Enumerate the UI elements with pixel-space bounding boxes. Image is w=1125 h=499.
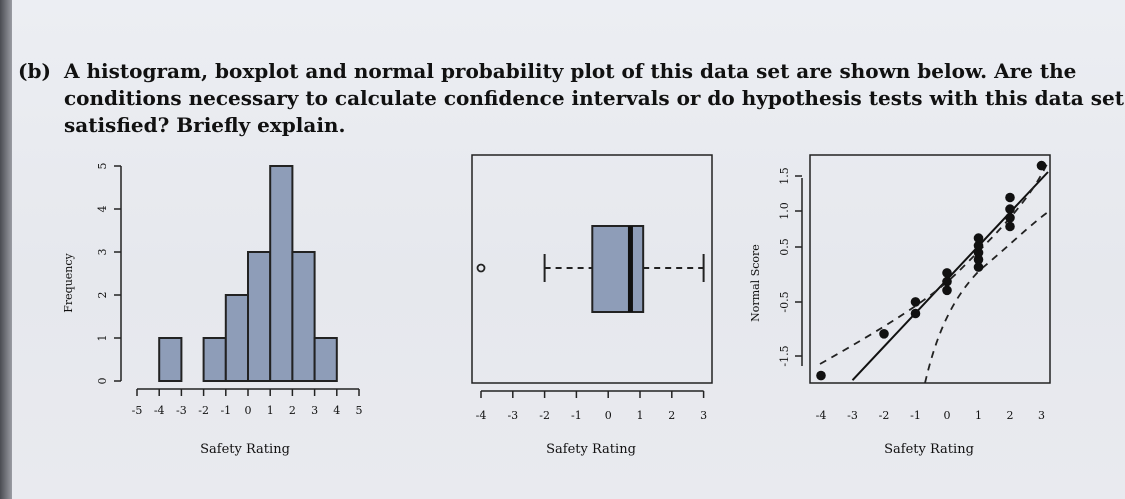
npp-point bbox=[973, 254, 984, 265]
boxplot-x-tick-label: -2 bbox=[539, 409, 550, 422]
question-line-1: (b) A histogram, boxplot and normal proba… bbox=[18, 59, 1077, 83]
histogram-bar bbox=[313, 337, 338, 382]
boxplot-outlier bbox=[476, 263, 486, 273]
histogram-bar bbox=[291, 251, 316, 382]
npp-point bbox=[942, 276, 952, 287]
boxplot-x-label: Safety Rating bbox=[546, 442, 636, 457]
npp-point bbox=[910, 297, 921, 307]
histogram-x-tick-label: 3 bbox=[311, 404, 318, 417]
npp-x-tick-label: -2 bbox=[879, 409, 890, 422]
boxplot-x-tick-label: 1 bbox=[637, 409, 644, 422]
question-line-3: satisfied? Briefly explain. bbox=[64, 113, 346, 137]
histogram-x-tick-label: -2 bbox=[198, 404, 209, 417]
histogram-bar bbox=[224, 294, 250, 382]
npp-point bbox=[973, 233, 984, 243]
boxplot-x-tick-label: -4 bbox=[476, 409, 487, 422]
npp-point bbox=[1005, 221, 1015, 232]
histogram-x-tick-label: 1 bbox=[267, 404, 274, 417]
npp-x-tick-label: 1 bbox=[975, 409, 982, 422]
npp-point bbox=[973, 247, 984, 258]
boxplot-x-tick-label: 0 bbox=[605, 409, 612, 422]
histogram: -5 -4 -3 -2 -1 0 1 2 3 4 5 0 1 2 3 4 5 Safety Rating Frequ… bbox=[62, 163, 363, 458]
npp-point bbox=[1005, 204, 1015, 214]
boxplot-x-tick-label: -3 bbox=[507, 409, 518, 422]
boxplot-x-tick-label: 3 bbox=[700, 409, 707, 422]
npp-y-label: Normal Score bbox=[749, 244, 762, 322]
npp-x-tick-label: 0 bbox=[944, 409, 951, 422]
npp-point bbox=[879, 329, 889, 339]
histogram-bar bbox=[247, 251, 272, 382]
photo-edge bbox=[0, 0, 12, 499]
histogram-x-tick-label: 0 bbox=[245, 404, 252, 417]
npp-y-tick-label: -0.5 bbox=[778, 291, 791, 312]
npp-x-label: Safety Rating bbox=[884, 442, 974, 457]
npp-point bbox=[942, 285, 952, 296]
histogram-y-tick-label: 0 bbox=[96, 378, 109, 385]
npp-point bbox=[1005, 213, 1015, 223]
npp-point bbox=[816, 370, 826, 381]
boxplot-box bbox=[591, 225, 645, 313]
npp-y-tick-label: 1.0 bbox=[778, 202, 791, 220]
normal-probability-plot: -4 -3 -2 -1 0 1 2 3 -1.5 -0.5 0.5 1.0 1.5 Safety Rati… bbox=[749, 154, 1051, 457]
npp-x-tick-label: 3 bbox=[1038, 409, 1045, 422]
histogram-y-label: Frequency bbox=[62, 252, 75, 312]
histogram-x-tick-label: 2 bbox=[289, 404, 296, 417]
npp-y-tick-label: 0.5 bbox=[778, 238, 791, 256]
npp-point bbox=[910, 308, 921, 319]
histogram-y-tick-label: 2 bbox=[96, 292, 109, 299]
npp-point bbox=[973, 240, 984, 251]
page-background bbox=[12, 0, 1125, 499]
npp-y-tick-label: 1.5 bbox=[778, 167, 791, 185]
histogram-x-tick-label: -5 bbox=[132, 404, 143, 417]
histogram-y-tick-label: 3 bbox=[96, 249, 109, 256]
histogram-y-tick-label: 5 bbox=[96, 163, 109, 170]
npp-point bbox=[942, 268, 952, 278]
npp-y-tick-label: -1.5 bbox=[778, 345, 791, 366]
question-line-2: conditions necessary to calculate confid… bbox=[64, 86, 1124, 110]
histogram-y-tick-label: 1 bbox=[96, 335, 109, 342]
npp-point bbox=[973, 262, 984, 272]
boxplot-frame bbox=[471, 154, 713, 384]
npp-frame bbox=[809, 154, 1051, 384]
histogram-bar bbox=[202, 337, 227, 382]
npp-point bbox=[1036, 160, 1047, 171]
question-text: (b) A histogram, boxplot and normal proba… bbox=[18, 58, 1124, 139]
histogram-x-tick-label: 4 bbox=[333, 404, 340, 417]
histogram-x-tick-label: -3 bbox=[176, 404, 187, 417]
npp-x-tick-label: -4 bbox=[816, 409, 827, 422]
npp-x-tick-label: 2 bbox=[1007, 409, 1014, 422]
question-label: (b) bbox=[18, 59, 51, 83]
boxplot-x-tick-label: -1 bbox=[571, 409, 582, 422]
histogram-y-tick-label: 4 bbox=[96, 206, 109, 213]
histogram-x-tick-label: -1 bbox=[220, 404, 231, 417]
npp-point bbox=[1005, 192, 1015, 203]
histogram-x-tick-label: 5 bbox=[356, 404, 363, 417]
histogram-x-tick-label: -4 bbox=[154, 404, 165, 417]
histogram-bar bbox=[158, 337, 183, 382]
npp-upper-band bbox=[819, 161, 1049, 365]
histogram-bar bbox=[269, 165, 294, 382]
boxplot: -4 -3 -2 -1 0 1 2 3 Safety Rating bbox=[471, 154, 713, 457]
npp-x-tick-label: -1 bbox=[910, 409, 921, 422]
npp-x-tick-label: -3 bbox=[847, 409, 858, 422]
histogram-x-label: Safety Rating bbox=[200, 442, 290, 457]
boxplot-x-tick-label: 2 bbox=[668, 409, 675, 422]
